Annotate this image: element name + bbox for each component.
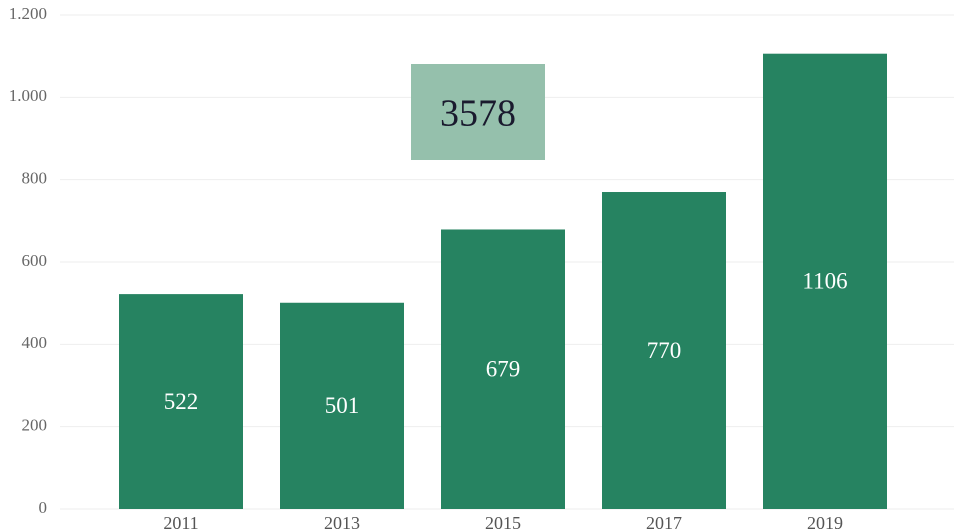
data-label: 679 bbox=[486, 357, 521, 382]
bar bbox=[763, 53, 887, 510]
bar bbox=[441, 229, 565, 509]
bar bbox=[602, 192, 726, 509]
annotation: 3578 bbox=[440, 93, 516, 135]
y-tick-label: 1.200 bbox=[9, 4, 47, 23]
data-label: 770 bbox=[647, 338, 682, 363]
bar bbox=[280, 302, 404, 509]
y-tick-label: 200 bbox=[22, 416, 48, 435]
x-tick-label: 2013 bbox=[324, 513, 360, 532]
data-label: 1106 bbox=[802, 269, 847, 294]
y-tick-label: 400 bbox=[22, 333, 48, 352]
x-tick-label: 2011 bbox=[163, 513, 198, 532]
y-tick-label: 0 bbox=[39, 498, 48, 517]
x-tick-label: 2015 bbox=[485, 513, 521, 532]
y-tick-label: 800 bbox=[22, 169, 48, 188]
y-tick-label: 1.000 bbox=[9, 86, 47, 105]
bar bbox=[119, 294, 243, 509]
data-label: 501 bbox=[325, 393, 360, 418]
x-tick-label: 2017 bbox=[646, 513, 682, 532]
x-tick-label: 2019 bbox=[807, 513, 843, 532]
annotation-box bbox=[411, 64, 545, 160]
data-label: 522 bbox=[164, 389, 199, 414]
y-tick-label: 600 bbox=[22, 251, 48, 270]
